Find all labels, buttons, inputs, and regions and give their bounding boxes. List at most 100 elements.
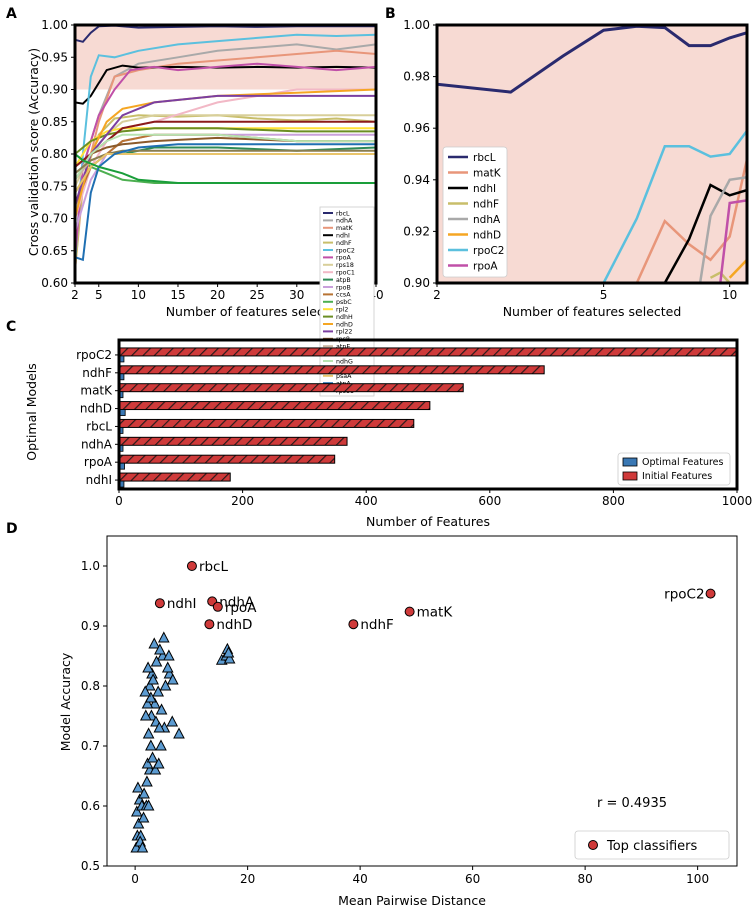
classifier-triangle-point [149,763,162,775]
top-classifier-label-ndhA: ndhA [219,594,255,610]
panel-a-legend-label-rps18: rps18 [336,262,354,269]
classifier-triangle-point [166,673,179,685]
panel-a-legend-label-atpB: atpB [336,277,351,284]
panel-c: C 0 200 400 600 800 1000 rpoC2 ndhF matK ndhD rbc… [6,319,752,529]
panel-a-legend-label-ccsA: ccsA [336,292,351,299]
panel-d-ytick-label: 0.6 [81,799,100,813]
panel-a-xtick-label: 10 [131,288,146,302]
classifier-triangle-point [141,775,153,787]
panel-b-legend-label-ndhI: ndhI [473,183,496,195]
top-classifier-point-ndhI [154,598,165,609]
classifier-triangle-point [141,757,154,769]
panel-b-legend-label-ndhA: ndhA [473,214,501,226]
classifier-triangle-point [139,709,152,721]
panel-b-series-line-rpoA [719,199,747,283]
panel-a-series-line-rpoA [74,62,377,258]
classifier-triangle-point [139,685,152,697]
panel-a-legend: rbcLndhAmatKndhIndhFrpoC2rpoArps18rpoC1a… [319,206,375,397]
panel-a-series-line-atpA [74,143,376,262]
panel-a-legend-label-rpoC2: rpoC2 [336,247,355,254]
panel-d-xtick-label: 60 [465,872,480,886]
classifier-triangle-point [141,697,154,709]
panel-b-series-line-ndhA [698,175,747,283]
panel-a-series-line-ndhH [74,127,376,155]
classifier-triangle-point [161,661,174,673]
classifier-triangle-point [132,817,145,829]
panel-c-legend-label-initial: Initial Features [642,471,712,482]
panel-a-ytick-label: 0.85 [41,115,68,129]
panel-b-legend: rbcL matK ndhI ndhF ndhA ndhD rpoC2 rpoA [442,146,508,278]
panel-a-xtick-label: 20 [210,288,225,302]
panel-c-ytick-label-ndhI: ndhI [86,473,112,487]
classifier-triangle-point [150,655,163,667]
panel-c-xlabel: Number of Features [366,514,490,529]
panel-a-xlabel: Number of features selected [166,304,345,319]
initial-features-bar-ndhD [118,401,431,411]
panel-d-xlabel: Mean Pairwise Distance [338,893,486,908]
panel-b-ytick-label: 0.90 [403,276,430,290]
panel-a-legend-label-atpE: atpE [336,344,350,351]
panel-b-legend-label-matK: matK [473,168,502,180]
classifier-triangle-point [142,799,155,811]
top-classifier-label-rbcL: rbcL [199,559,229,575]
panel-d-ylabel: Model Accuracy [58,652,73,751]
panel-a-legend-label-rpoB: rpoB [336,284,351,291]
panel-c-ytick-label-ndhD: ndhD [80,402,112,416]
panel-a-ytick-label: 0.65 [41,244,68,258]
panel-a-series-line-psbC [74,153,376,184]
panel-d-legend-label: Top classifiers [606,839,697,854]
panel-b-legend-label-ndhD: ndhD [473,230,501,242]
top-classifier-label-rpoA: rpoA [225,600,257,616]
classifier-triangle-point [173,727,185,739]
classifier-triangle-point [145,691,157,703]
panel-a-legend-label-ndhF: ndhF [336,240,352,247]
panel-b-legend-label-rbcL: rbcL [473,152,496,164]
panel-c-legend-swatch-optimal [622,457,638,467]
panel-d-xtick-label: 80 [577,872,592,886]
panel-d-ytick-label: 0.5 [81,859,100,873]
panel-a-legend-label-ndhG: ndhG [336,358,353,365]
classifier-triangle-point [132,781,144,793]
top-classifier-point-matK [404,606,415,617]
panel-a-legend-label-psbC: psbC [336,299,352,306]
panel-c-ytick-label-ndhF: ndhF [82,366,112,380]
panel-b-label: B [385,6,396,22]
panel-c-xtick-label: 200 [231,494,254,508]
classifier-triangle-point [166,715,179,727]
top-classifier-label-ndhF: ndhF [360,617,393,633]
panel-a-ytick-label: 0.75 [41,179,68,193]
panel-a-shaded-band [75,25,376,90]
panel-a-label: A [6,6,17,22]
top-classifier-label-ndhD: ndhD [216,617,252,633]
panel-c-xtick-label: 1000 [722,494,753,508]
panel-d-legend-marker [588,840,598,850]
classifier-triangle-point [155,703,168,715]
panel-a-xtick-label: 25 [250,288,265,302]
classifier-triangle-point [148,697,161,709]
panel-c-frame [117,338,739,491]
panel-c-ytick-label-matK: matK [80,384,113,398]
panel-b-ytick-label: 0.94 [403,173,430,187]
panel-a-ylabel: Cross validation score (Accuracy) [26,48,41,256]
panel-b-legend-label-rpoC2: rpoC2 [473,245,504,257]
panel-d-xtick-label: 0 [131,872,139,886]
initial-features-bar-rpoA [118,454,336,464]
panel-c-legend-box [617,452,731,486]
panel-a-legend-label-matK: matK [336,225,353,232]
classifier-triangle-point [136,841,149,853]
classifier-triangle-point [154,643,166,655]
panel-c-xtick-label: 0 [115,494,123,508]
panel-c-label: C [6,319,16,335]
panel-b-series-line-rbcL [437,25,747,94]
top-classifier-point-rbcL [186,561,197,571]
panel-b-xlabel: Number of features selected [503,304,682,319]
panel-b-ytick-label: 0.98 [403,70,430,84]
classifier-triangle-point [163,649,175,661]
classifier-triangle-point [147,673,159,685]
initial-features-bar-ndhA [118,436,348,446]
classifier-triangle-point [157,631,170,643]
panel-a-series-line-ndhG [74,133,376,181]
panel-b-series-line-rpoC2 [602,130,747,283]
